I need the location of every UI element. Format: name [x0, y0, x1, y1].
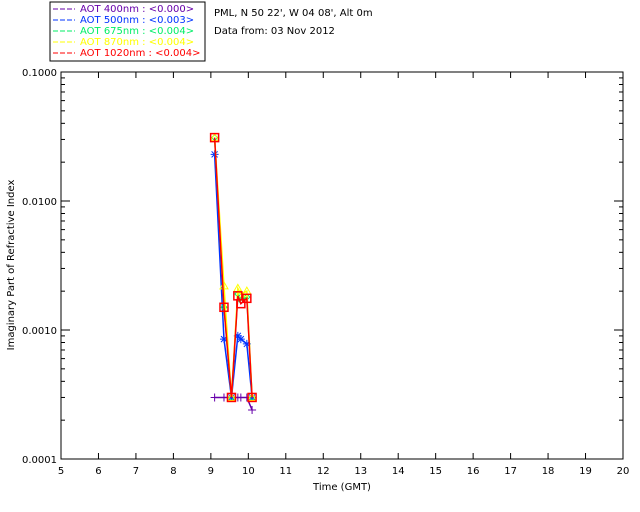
legend: AOT 400nm : <0.000>AOT 500nm : <0.003>AO…	[53, 4, 200, 59]
legend-entry: AOT 1020nm : <0.004>	[80, 48, 200, 59]
x-tick-label: 16	[467, 466, 480, 477]
data-point	[233, 331, 242, 340]
x-tick-label: 20	[617, 466, 630, 477]
data-point	[209, 132, 220, 143]
series-line	[213, 137, 253, 398]
data-point	[219, 335, 228, 344]
series-line	[213, 137, 253, 398]
legend-entry: AOT 500nm : <0.003>	[80, 15, 194, 26]
data-point	[219, 280, 229, 290]
chart-title: PML, N 50 22', W 04 08', Alt 0m	[214, 8, 373, 19]
x-tick-label: 11	[279, 466, 292, 477]
data-point	[226, 392, 237, 403]
data-point	[242, 293, 252, 304]
legend-entry: AOT 870nm : <0.004>	[80, 37, 194, 48]
data-point	[226, 392, 237, 401]
data-point	[219, 302, 229, 313]
y-tick-label: 0.1000	[22, 68, 57, 79]
x-tick-label: 8	[170, 466, 176, 477]
x-tick-label: 17	[504, 466, 517, 477]
data-point	[247, 392, 257, 403]
x-tick-label: 15	[429, 466, 442, 477]
data-point	[248, 405, 257, 414]
x-tick-label: 9	[208, 466, 214, 477]
data-point	[210, 150, 219, 159]
x-tick-label: 7	[133, 466, 139, 477]
x-tick-label: 10	[242, 466, 255, 477]
data-point	[236, 335, 245, 344]
data-point	[247, 392, 257, 401]
chart-subtitle: Data from: 03 Nov 2012	[214, 26, 335, 37]
data-point	[219, 393, 228, 402]
legend-box	[49, 1, 206, 62]
x-tick-label: 19	[579, 466, 592, 477]
x-tick-label: 13	[354, 466, 367, 477]
y-tick-label: 0.0001	[22, 455, 57, 466]
data-point	[210, 393, 219, 402]
x-tick-label: 14	[392, 466, 405, 477]
plot-area	[60, 71, 624, 460]
x-tick-label: 12	[317, 466, 330, 477]
legend-entry: AOT 400nm : <0.000>	[80, 4, 194, 15]
x-tick-label: 5	[58, 466, 64, 477]
x-tick-label: 18	[542, 466, 555, 477]
y-axis-label: Imaginary Part of Refractive Index	[6, 180, 17, 351]
data-point	[242, 339, 251, 348]
y-tick-label: 0.0100	[22, 197, 57, 208]
legend-entry: AOT 675nm : <0.004>	[80, 26, 194, 37]
data-point	[236, 298, 246, 309]
x-axis-label: Time (GMT)	[312, 482, 371, 493]
series-4	[209, 132, 257, 403]
y-tick-label: 0.0010	[22, 326, 57, 337]
x-tick-label: 6	[95, 466, 101, 477]
